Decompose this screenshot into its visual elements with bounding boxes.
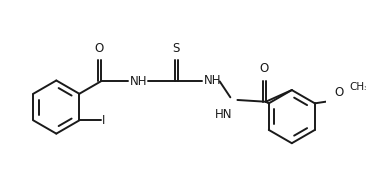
Text: O: O (334, 86, 344, 99)
Text: S: S (172, 42, 180, 55)
Text: I: I (102, 114, 106, 127)
Text: HN: HN (214, 108, 232, 121)
Text: NH: NH (204, 74, 221, 87)
Text: CH₃: CH₃ (350, 82, 366, 92)
Text: NH: NH (130, 75, 147, 88)
Text: O: O (95, 42, 104, 55)
Text: O: O (259, 62, 269, 75)
